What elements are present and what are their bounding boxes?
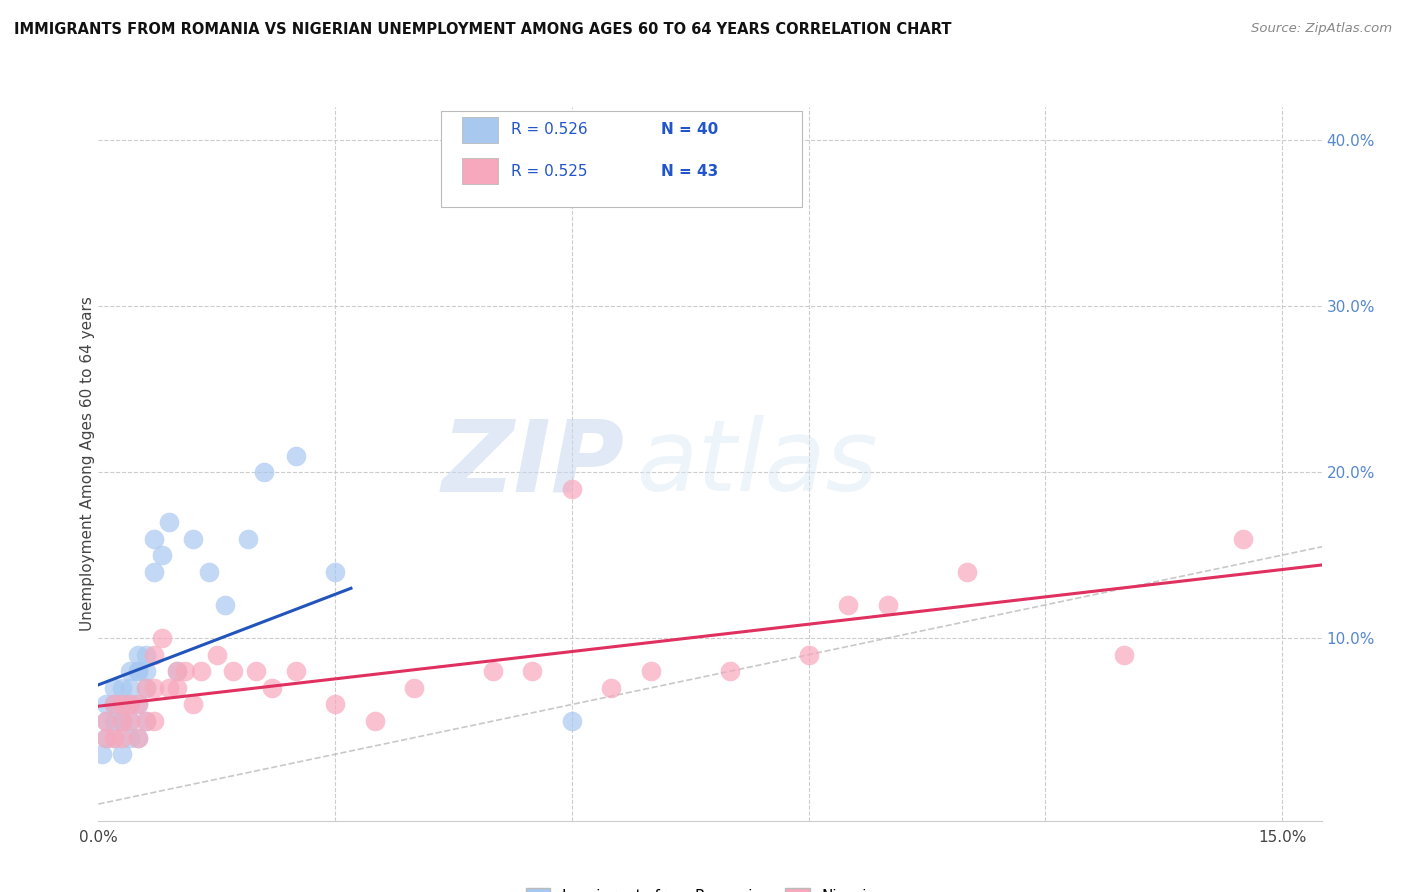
- Point: [96, 698, 118, 712]
- Point: [118, 665, 141, 679]
- FancyBboxPatch shape: [461, 117, 498, 143]
- Point: [135, 681, 157, 695]
- Point: [118, 698, 141, 712]
- Point: [797, 648, 820, 662]
- Point: [127, 731, 149, 745]
- Point: [135, 714, 157, 728]
- Point: [363, 714, 385, 728]
- Text: R = 0.525: R = 0.525: [510, 164, 588, 178]
- FancyBboxPatch shape: [461, 159, 498, 184]
- Point: [166, 681, 188, 695]
- Point: [127, 665, 149, 679]
- Text: ZIP: ZIP: [441, 416, 624, 512]
- Point: [253, 465, 276, 479]
- Point: [561, 482, 583, 496]
- Point: [118, 714, 141, 728]
- Point: [96, 714, 118, 728]
- Point: [142, 532, 165, 546]
- Point: [103, 714, 125, 728]
- Point: [111, 714, 134, 728]
- Point: [111, 731, 134, 745]
- Point: [166, 665, 188, 679]
- Point: [221, 665, 243, 679]
- Point: [837, 598, 859, 612]
- Point: [600, 681, 623, 695]
- Point: [404, 681, 426, 695]
- Point: [142, 648, 165, 662]
- Point: [238, 532, 260, 546]
- Point: [561, 714, 583, 728]
- Point: [522, 665, 544, 679]
- Point: [118, 698, 141, 712]
- Point: [96, 731, 118, 745]
- Point: [1232, 532, 1254, 546]
- Legend: Immigrants from Romania, Nigerians: Immigrants from Romania, Nigerians: [520, 882, 900, 892]
- Point: [103, 731, 125, 745]
- Point: [159, 681, 181, 695]
- Point: [96, 731, 118, 745]
- Point: [118, 681, 141, 695]
- Point: [482, 665, 505, 679]
- Point: [190, 665, 212, 679]
- Point: [111, 714, 134, 728]
- Point: [198, 565, 221, 579]
- Point: [135, 714, 157, 728]
- Point: [127, 698, 149, 712]
- Point: [103, 681, 125, 695]
- Point: [174, 665, 197, 679]
- Point: [181, 532, 204, 546]
- Point: [103, 698, 125, 712]
- Point: [876, 598, 898, 612]
- Point: [111, 698, 134, 712]
- Point: [718, 665, 741, 679]
- Point: [111, 681, 134, 695]
- Point: [96, 714, 118, 728]
- Point: [142, 681, 165, 695]
- Text: N = 40: N = 40: [661, 122, 718, 137]
- Point: [111, 714, 134, 728]
- Point: [91, 747, 114, 762]
- Point: [150, 631, 173, 645]
- Point: [127, 665, 149, 679]
- Point: [142, 714, 165, 728]
- Text: Source: ZipAtlas.com: Source: ZipAtlas.com: [1251, 22, 1392, 36]
- Point: [111, 698, 134, 712]
- Point: [181, 698, 204, 712]
- Point: [103, 731, 125, 745]
- Point: [205, 648, 228, 662]
- Text: N = 43: N = 43: [661, 164, 718, 178]
- FancyBboxPatch shape: [441, 111, 801, 207]
- Point: [284, 449, 307, 463]
- Text: IMMIGRANTS FROM ROMANIA VS NIGERIAN UNEMPLOYMENT AMONG AGES 60 TO 64 YEARS CORRE: IMMIGRANTS FROM ROMANIA VS NIGERIAN UNEM…: [14, 22, 952, 37]
- Point: [245, 665, 267, 679]
- Point: [118, 714, 141, 728]
- Point: [135, 648, 157, 662]
- Point: [142, 565, 165, 579]
- Point: [127, 648, 149, 662]
- Point: [323, 565, 346, 579]
- Point: [323, 698, 346, 712]
- Point: [127, 698, 149, 712]
- Point: [1114, 648, 1136, 662]
- Point: [135, 681, 157, 695]
- Point: [955, 565, 977, 579]
- Point: [150, 548, 173, 562]
- Point: [118, 731, 141, 745]
- Point: [260, 681, 283, 695]
- Point: [111, 747, 134, 762]
- Point: [166, 665, 188, 679]
- Point: [640, 665, 662, 679]
- Text: atlas: atlas: [637, 416, 879, 512]
- Point: [159, 515, 181, 529]
- Point: [127, 731, 149, 745]
- Point: [214, 598, 236, 612]
- Point: [284, 665, 307, 679]
- Point: [103, 698, 125, 712]
- Point: [135, 665, 157, 679]
- Y-axis label: Unemployment Among Ages 60 to 64 years: Unemployment Among Ages 60 to 64 years: [80, 296, 94, 632]
- Text: R = 0.526: R = 0.526: [510, 122, 588, 137]
